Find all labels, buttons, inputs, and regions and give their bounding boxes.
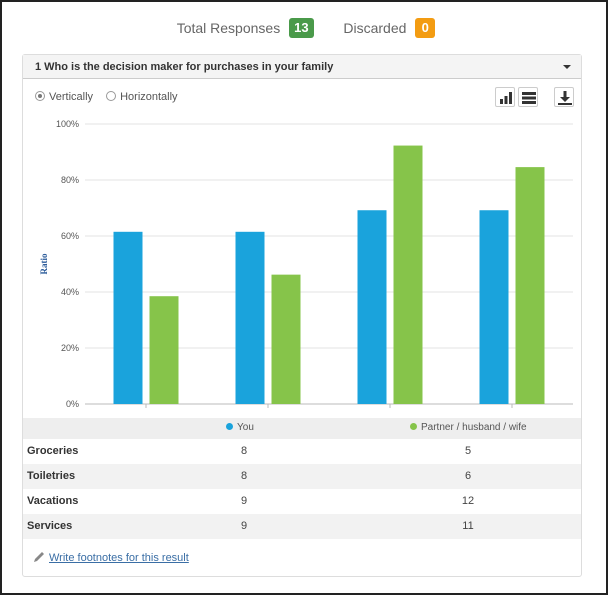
row-partner-value: 11: [462, 520, 474, 532]
bar-chart: 0% 20% 40% 60% 80% 100% Ratio: [39, 119, 573, 409]
bar-you: [235, 231, 265, 404]
legend-item-you: You: [226, 422, 254, 433]
bar-you: [113, 231, 143, 404]
question-result-card: 1 Who is the decision maker for purchase…: [22, 54, 582, 577]
y-tick-label: 40%: [61, 287, 79, 297]
row-category: Services: [27, 520, 73, 532]
total-responses-label: Total Responses: [176, 20, 281, 36]
pencil-icon: [34, 552, 44, 562]
row-partner-value: 12: [461, 495, 475, 507]
row-partner-value: 6: [464, 470, 472, 482]
orientation-vertical-option[interactable]: Vertically: [35, 91, 93, 103]
row-you-value: 9: [240, 495, 248, 507]
chevron-down-icon[interactable]: [563, 65, 571, 69]
question-title: 1 Who is the decision maker for purchase…: [35, 61, 334, 73]
y-tick-label: 80%: [61, 175, 79, 185]
orientation-horizontal-option[interactable]: Horizontally: [106, 91, 178, 103]
table-row: Groceries 8 5: [23, 439, 581, 464]
y-tick-label: 20%: [61, 343, 79, 353]
bar-you: [357, 210, 387, 404]
bar-partner: [149, 296, 179, 404]
legend-dot-you: [226, 423, 233, 430]
y-axis-label: Ratio: [39, 253, 49, 274]
row-category: Groceries: [27, 445, 79, 457]
table-view-button[interactable]: [518, 87, 538, 107]
legend-label-partner: Partner / husband / wife: [421, 422, 527, 433]
response-summary: Total Responses 13 Discarded 0: [2, 18, 608, 38]
bar-partner: [271, 274, 301, 404]
footnote-link-container: Write footnotes for this result: [33, 551, 189, 564]
table-row: Services 9 11: [23, 514, 581, 539]
legend-item-partner: Partner / husband / wife: [410, 422, 527, 433]
table-row: Vacations 9 12: [23, 489, 581, 514]
bar-partner: [515, 167, 545, 404]
write-footnotes-link[interactable]: Write footnotes for this result: [49, 552, 189, 564]
y-tick-label: 60%: [61, 231, 79, 241]
question-dropdown[interactable]: 1 Who is the decision maker for purchase…: [23, 55, 581, 79]
row-category: Vacations: [27, 495, 79, 507]
table-view-icon: [522, 92, 536, 104]
discarded-badge: 0: [415, 18, 436, 38]
row-partner-value: 5: [464, 445, 472, 457]
orientation-options: Vertically Horizontally: [35, 91, 188, 103]
bar-chart-icon: [500, 92, 512, 104]
bar-chart-button[interactable]: [495, 87, 515, 107]
discarded-label: Discarded: [343, 20, 407, 36]
row-you-value: 9: [240, 520, 248, 532]
download-button[interactable]: [554, 87, 574, 107]
legend-dot-partner: [410, 423, 417, 430]
legend-row: You Partner / husband / wife: [23, 418, 581, 439]
row-category: Toiletries: [27, 470, 76, 482]
table-row: Toiletries 8 6: [23, 464, 581, 489]
bar-partner: [393, 145, 423, 404]
y-tick-label: 0%: [66, 399, 79, 409]
orientation-vertical-label: Vertically: [49, 91, 94, 103]
radio-horizontal[interactable]: [106, 91, 117, 101]
y-tick-label: 100%: [56, 119, 79, 129]
download-icon: [558, 91, 572, 105]
bar-you: [479, 210, 509, 404]
radio-vertical[interactable]: [35, 91, 45, 101]
total-responses-badge: 13: [289, 18, 314, 38]
row-you-value: 8: [240, 470, 248, 482]
legend-label-you: You: [237, 422, 254, 433]
orientation-horizontal-label: Horizontally: [120, 91, 178, 103]
row-you-value: 8: [240, 445, 248, 457]
